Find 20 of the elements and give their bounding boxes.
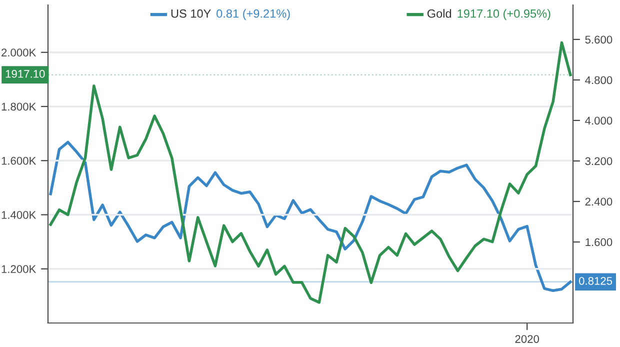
annotation: 0.81 (+9.21%) bbox=[216, 9, 290, 20]
y-tick-label: 2.000K bbox=[2, 48, 36, 56]
line-series bbox=[49, 140, 572, 292]
y2-tick-label: 1.600 bbox=[586, 238, 612, 246]
y-tick-label: 1.400K bbox=[2, 211, 36, 219]
y-tick-label: 1.800K bbox=[2, 102, 36, 111]
y2-tick-label: 4.800 bbox=[585, 76, 612, 84]
y2-tick-label: 3.200 bbox=[585, 157, 612, 166]
y2-tick-label: 2.400 bbox=[585, 198, 612, 206]
ref-line-label: 1917.10 bbox=[6, 70, 45, 78]
y2-tick-label: 4.000 bbox=[585, 116, 612, 125]
annotation: 1917.10 (+0.95%) bbox=[458, 9, 550, 20]
x-tick-label: 2020 bbox=[515, 335, 540, 343]
y-tick-label: 1.200K bbox=[2, 265, 36, 274]
legend-label: US 10Y bbox=[171, 9, 211, 18]
y-tick-label: 1.600K bbox=[2, 156, 36, 165]
line-series bbox=[49, 41, 572, 304]
y2-tick-label: 5.600 bbox=[585, 36, 612, 44]
legend-label: Gold bbox=[427, 9, 452, 18]
ref-line-label: 0.8125 bbox=[578, 276, 612, 285]
